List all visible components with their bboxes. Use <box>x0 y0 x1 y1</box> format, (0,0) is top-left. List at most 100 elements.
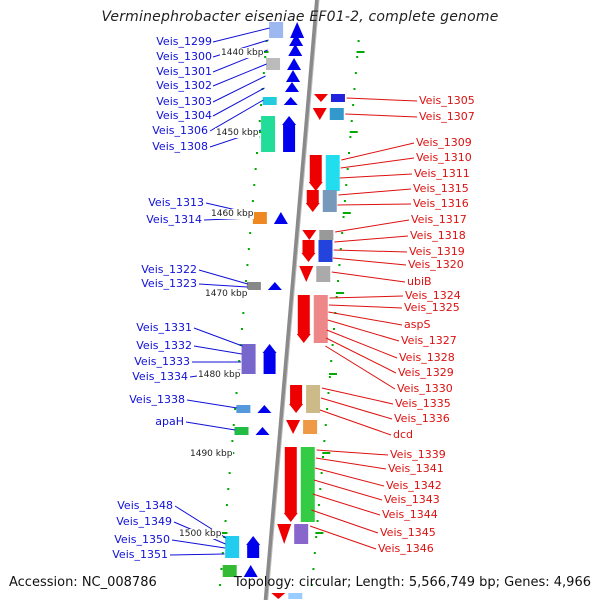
label-leader-line <box>339 173 413 179</box>
label-leader-line <box>325 345 396 390</box>
gene-label[interactable]: Veis_1338 <box>129 393 185 406</box>
gene-label[interactable]: Veis_1314 <box>146 213 202 226</box>
gene-label[interactable]: Veis_1318 <box>410 229 466 242</box>
tick-mark <box>264 56 267 58</box>
label-leader-line <box>212 27 270 43</box>
gene-label[interactable]: Veis_1304 <box>156 109 212 122</box>
tick-mark <box>328 376 331 378</box>
tick-mark <box>260 104 263 106</box>
gene-label[interactable]: Veis_1334 <box>132 370 188 383</box>
tick-mark <box>253 184 256 186</box>
label-leader-line <box>169 553 225 556</box>
label-leader-line <box>314 467 385 487</box>
gene-feature-forward <box>262 97 277 105</box>
gene-label[interactable]: Veis_1299 <box>156 35 212 48</box>
gene-label[interactable]: Veis_1341 <box>388 462 444 475</box>
gene-label[interactable]: ubiB <box>407 275 432 288</box>
gene-label[interactable]: Veis_1319 <box>409 245 465 258</box>
gene-label[interactable]: Veis_1317 <box>411 213 467 226</box>
tick-mark <box>231 440 234 442</box>
gene-label[interactable]: Veis_1313 <box>148 196 204 209</box>
tick-mark <box>227 488 230 490</box>
gene-label[interactable]: Veis_1301 <box>156 65 212 78</box>
gene-label[interactable]: Veis_1323 <box>141 277 197 290</box>
gene-arrow-forward <box>289 34 304 46</box>
gene-label[interactable]: apaH <box>155 415 184 428</box>
gene-label[interactable]: Veis_1306 <box>152 124 208 137</box>
gene-label[interactable]: Veis_1310 <box>416 151 472 164</box>
gene-label[interactable]: Veis_1348 <box>117 499 173 512</box>
gene-label[interactable]: Veis_1343 <box>384 493 440 506</box>
gene-label[interactable]: Veis_1336 <box>394 412 450 425</box>
gene-label[interactable]: Veis_1300 <box>156 50 212 63</box>
genome-title: Verminephrobacter eiseniae EF01-2, compl… <box>101 9 499 25</box>
gene-feature-forward <box>236 405 251 413</box>
label-leader-line <box>319 409 392 436</box>
label-leader-line <box>337 203 412 206</box>
gene-arrow-forward <box>267 282 282 290</box>
gene-label[interactable]: Veis_1351 <box>112 548 168 561</box>
tick-mark <box>315 536 318 538</box>
tick-mark <box>245 280 248 282</box>
gene-feature-forward <box>234 427 249 435</box>
gene-label[interactable]: Veis_1333 <box>134 355 190 368</box>
tick-mark <box>339 248 342 250</box>
gene-label[interactable]: Veis_1307 <box>419 110 475 123</box>
gene-label[interactable]: Veis_1328 <box>399 351 455 364</box>
gene-arrow-reverse <box>301 253 316 262</box>
tick-mark <box>311 584 314 586</box>
label-leader-line <box>345 113 418 118</box>
label-leader-line <box>346 97 418 102</box>
gene-label[interactable]: Veis_1302 <box>156 79 212 92</box>
gene-label[interactable]: Veis_1331 <box>136 321 192 334</box>
gene-label[interactable]: dcd <box>393 428 414 441</box>
tick-mark <box>312 568 315 570</box>
gene-label[interactable]: Veis_1344 <box>382 508 438 521</box>
gene-label[interactable]: Veis_1322 <box>141 263 197 276</box>
gene-label[interactable]: Veis_1342 <box>386 479 442 492</box>
gene-label[interactable]: Veis_1350 <box>114 533 170 546</box>
tick-mark <box>356 56 359 58</box>
label-leader-line <box>212 75 266 103</box>
label-leader-line <box>340 157 415 169</box>
gene-label[interactable]: Veis_1325 <box>404 301 460 314</box>
tick-mark <box>323 440 326 442</box>
gene-label[interactable]: Veis_1327 <box>401 334 457 347</box>
tick-mark <box>330 360 333 362</box>
tick-mark <box>246 264 249 266</box>
gene-label[interactable]: Veis_1320 <box>408 258 464 271</box>
gene-label[interactable]: Veis_1349 <box>116 515 172 528</box>
tick-mark <box>258 120 261 122</box>
tick-mark <box>317 504 320 506</box>
scale-label: 1500 kbp <box>178 529 223 539</box>
gene-arrow-reverse <box>284 447 297 514</box>
gene-label[interactable]: Veis_1346 <box>378 542 434 555</box>
gene-label[interactable]: Veis_1345 <box>380 526 436 539</box>
gene-arrow-forward <box>247 544 260 558</box>
gene-label[interactable]: Veis_1303 <box>156 95 212 108</box>
gene-label[interactable]: Veis_1308 <box>152 140 208 153</box>
gene-label[interactable]: aspS <box>404 318 431 331</box>
gene-label[interactable]: Veis_1330 <box>397 382 453 395</box>
gene-label[interactable]: Veis_1332 <box>136 339 192 352</box>
label-leader-line <box>209 99 264 132</box>
label-leader-line <box>329 295 404 299</box>
gene-arrow-forward <box>290 22 305 38</box>
gene-arrow-forward <box>262 344 277 353</box>
gene-label[interactable]: Veis_1315 <box>413 182 469 195</box>
gene-label[interactable]: Veis_1309 <box>416 136 472 149</box>
tick-mark <box>238 360 241 362</box>
gene-label[interactable]: Veis_1335 <box>395 397 451 410</box>
gene-label[interactable]: Veis_1311 <box>414 167 470 180</box>
gene-label[interactable]: Veis_1339 <box>390 448 446 461</box>
gene-label[interactable]: Veis_1324 <box>405 289 461 302</box>
tick-mark <box>235 392 238 394</box>
gene-label[interactable]: Veis_1329 <box>398 366 454 379</box>
gene-label[interactable]: Veis_1305 <box>419 94 475 107</box>
tick-mark <box>316 520 319 522</box>
gene-feature-forward <box>241 344 256 374</box>
topology-text: Topology: circular; Length: 5,566,749 bp… <box>233 575 591 590</box>
gene-label[interactable]: Veis_1316 <box>413 197 469 210</box>
